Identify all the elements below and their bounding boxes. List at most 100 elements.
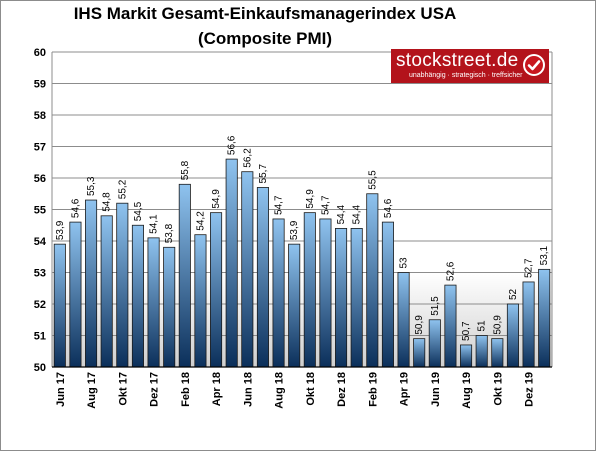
x-tick-label: Apr 18	[211, 372, 223, 406]
y-tick-label: 55	[34, 205, 46, 217]
bar	[381, 221, 394, 368]
data-label: 54,1	[149, 214, 160, 234]
data-label: 54,9	[305, 189, 316, 209]
data-label: 52	[508, 288, 519, 300]
bar	[491, 338, 504, 368]
bar	[225, 158, 238, 368]
bar	[131, 224, 144, 368]
x-tick-label: Jun 17	[55, 372, 67, 407]
bar	[53, 243, 66, 368]
bar	[178, 183, 191, 368]
y-axis: 50 51 52 53 54 55 56 57 58 59 60	[34, 47, 553, 374]
bar	[460, 344, 473, 368]
x-tick-label: Jun 19	[430, 372, 442, 407]
stockstreet-logo: stockstreet.de unabhängig · strategisch …	[391, 49, 549, 83]
bars	[53, 158, 551, 368]
y-tick-label: 50	[34, 362, 46, 374]
bar	[210, 212, 223, 368]
data-label: 50,7	[461, 321, 472, 341]
data-label: 51	[477, 320, 488, 332]
data-label: 54,5	[133, 201, 144, 221]
data-label: 51,5	[430, 296, 441, 316]
data-label: 55,8	[180, 160, 191, 180]
bar	[538, 268, 551, 368]
y-tick-label: 60	[34, 47, 46, 59]
data-label: 54,9	[211, 189, 222, 209]
bar	[506, 303, 519, 368]
bar	[475, 335, 488, 368]
check-badge-icon	[523, 54, 545, 76]
data-label: 54,7	[274, 195, 285, 215]
x-tick-label: Dez 19	[524, 372, 536, 407]
bar	[522, 281, 535, 368]
y-tick-label: 52	[34, 299, 46, 311]
data-label: 52,7	[524, 258, 535, 278]
bar	[319, 218, 332, 368]
bar	[100, 215, 113, 368]
data-label: 54,4	[352, 204, 363, 224]
bar	[288, 243, 301, 368]
bar	[397, 272, 410, 368]
bar	[241, 171, 254, 368]
bar	[303, 212, 316, 368]
bar	[147, 237, 160, 368]
data-label: 53,9	[55, 220, 66, 240]
chart-subtitle: (Composite PMI)	[197, 29, 333, 48]
data-label: 54,8	[102, 192, 113, 212]
data-label: 50,9	[492, 315, 503, 335]
data-label: 54,6	[70, 198, 81, 218]
bar	[350, 227, 363, 368]
y-tick-label: 54	[34, 236, 47, 248]
bar	[428, 319, 441, 368]
bar	[116, 202, 129, 368]
x-tick-label: Dez 17	[149, 372, 161, 407]
y-tick-label: 51	[34, 331, 46, 343]
data-label: 56,2	[242, 148, 253, 168]
data-label: 54,2	[195, 211, 206, 231]
x-tick-label: Aug 18	[274, 372, 286, 409]
bar	[194, 234, 207, 368]
x-tick-label: Jun 18	[242, 372, 254, 407]
logo-tagline: unabhängig · strategisch · treffsicher	[409, 72, 523, 79]
bar	[69, 221, 82, 368]
bar	[366, 193, 379, 368]
data-label: 53,8	[164, 223, 175, 243]
logo-name: stockstreet.de	[396, 50, 519, 71]
x-tick-label: Okt 18	[305, 372, 317, 406]
data-label: 53,9	[289, 220, 300, 240]
x-tick-label: Feb 19	[367, 372, 379, 407]
y-tick-label: 53	[34, 268, 46, 280]
data-label: 53	[399, 257, 410, 269]
x-axis: Jun 17 Aug 17 Okt 17 Dez 17 Feb 18 Apr 18 Jun …	[52, 366, 552, 409]
data-label: 50,9	[414, 315, 425, 335]
y-tick-label: 56	[34, 173, 46, 185]
x-tick-label: Aug 17	[86, 372, 98, 409]
bar	[256, 187, 269, 368]
bar	[444, 284, 457, 368]
y-tick-label: 58	[34, 110, 46, 122]
data-label: 55,5	[367, 170, 378, 190]
bar	[335, 227, 348, 368]
data-label: 54,7	[320, 195, 331, 215]
bar	[413, 338, 426, 368]
data-label: 54,6	[383, 198, 394, 218]
x-tick-label: Apr 19	[399, 372, 411, 406]
bar	[163, 246, 176, 368]
x-tick-label: Okt 17	[117, 372, 129, 406]
data-label: 56,6	[227, 135, 238, 155]
x-tick-label: Dez 18	[336, 372, 348, 407]
bar	[272, 218, 285, 368]
data-label: 54,4	[336, 204, 347, 224]
y-tick-label: 57	[34, 142, 46, 154]
data-label: 55,2	[117, 179, 128, 199]
x-tick-label: Feb 18	[180, 372, 192, 407]
bar	[85, 199, 98, 368]
data-labels: 53,9 54,6 55,3 54,8 55,2 54,5 54,1 53,8 55,8 54,2…	[55, 135, 550, 341]
x-tick-label: Okt 19	[492, 372, 504, 406]
y-tick-label: 59	[34, 79, 46, 91]
data-label: 55,3	[86, 176, 97, 196]
data-label: 55,7	[258, 164, 269, 184]
x-tick-label: Aug 19	[461, 372, 473, 409]
data-label: 53,1	[539, 245, 550, 265]
